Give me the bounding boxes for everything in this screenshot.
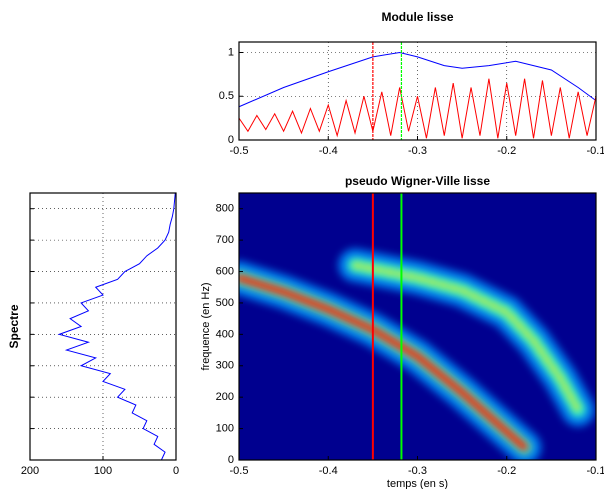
y-tick-label: 0 bbox=[228, 134, 234, 146]
y-tick-label: 800 bbox=[216, 203, 234, 215]
panel: 200 100 0 Spectre bbox=[7, 192, 179, 477]
x-tick-label: -0.2 bbox=[497, 145, 516, 157]
chart-title: Module lisse bbox=[381, 10, 453, 24]
y-axis-label: Spectre bbox=[7, 304, 21, 348]
y-tick-label: 400 bbox=[216, 328, 234, 340]
y-tick-label: 1 bbox=[228, 46, 234, 58]
panel: -0.5 -0.4 -0.3 -0.2 -0.1 0 100 200 300 400 500 600 7… bbox=[200, 174, 604, 489]
chart-title: pseudo Wigner-Ville lisse bbox=[345, 174, 490, 188]
x-tick-label: -0.4 bbox=[319, 465, 338, 477]
y-tick-label: 300 bbox=[216, 360, 234, 372]
line-series bbox=[238, 51, 597, 108]
x-tick-label: -0.5 bbox=[230, 465, 249, 477]
x-tick-label: -0.2 bbox=[497, 465, 516, 477]
y-tick-label: 500 bbox=[216, 297, 234, 309]
ridge bbox=[352, 262, 581, 413]
y-tick-label: 600 bbox=[216, 265, 234, 277]
x-tick-label: -0.4 bbox=[319, 145, 338, 157]
x-tick-label: -0.3 bbox=[408, 465, 427, 477]
y-tick-label: 100 bbox=[216, 422, 234, 434]
x-tick-label: -0.5 bbox=[230, 145, 249, 157]
x-tick-label: 200 bbox=[21, 465, 39, 477]
ridge bbox=[239, 273, 529, 452]
x-axis-label: temps (en s) bbox=[387, 478, 448, 489]
line-series bbox=[238, 78, 597, 139]
x-tick-label: -0.1 bbox=[587, 465, 604, 477]
x-tick-label: 0 bbox=[173, 465, 179, 477]
y-tick-label: 700 bbox=[216, 234, 234, 246]
y-tick-label: 0.5 bbox=[219, 90, 234, 102]
y-axis-label: frequence (en Hz) bbox=[200, 282, 212, 370]
x-tick-label: -0.3 bbox=[408, 145, 427, 157]
y-tick-label: 200 bbox=[216, 391, 234, 403]
y-tick-label: 0 bbox=[228, 454, 234, 466]
spectrum-line bbox=[57, 192, 176, 461]
x-tick-label: 100 bbox=[94, 465, 112, 477]
heatmap-image bbox=[239, 248, 596, 460]
panel: -0.5 -0.4 -0.3 -0.2 -0.1 0 0.5 1 Module lisse bbox=[219, 10, 604, 157]
x-tick-label: -0.1 bbox=[587, 145, 604, 157]
